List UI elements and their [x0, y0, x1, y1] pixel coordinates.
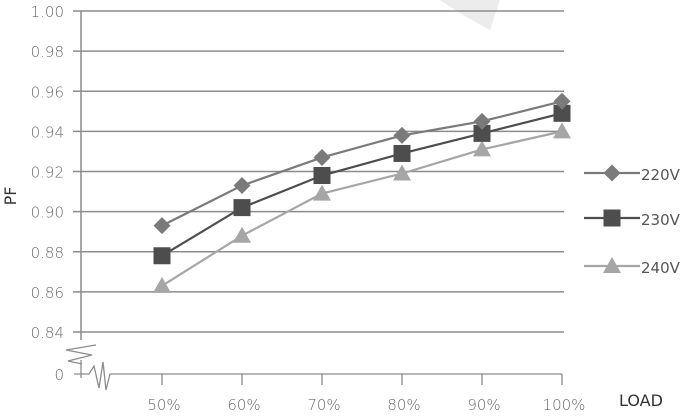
y-axis-ticks: 1.00 0.98 0.96 0.94 0.92 0.90 0.88 0.86 0.84 0 [31, 3, 64, 384]
y-axis-label: PF [1, 187, 20, 206]
diamond-marker-icon [473, 112, 491, 130]
y-tick-label: 0.90 [31, 204, 64, 222]
square-marker-icon [473, 124, 491, 142]
x-tick-label: 50% [147, 396, 180, 414]
legend-item-240v: 240V [584, 257, 681, 277]
y-tick-label: 0.84 [31, 324, 64, 342]
diamond-marker-icon [393, 126, 411, 144]
triangle-marker-icon [313, 184, 331, 201]
series-line [161, 130, 563, 287]
y-tick-label: 0.86 [31, 284, 64, 302]
axes [65, 11, 562, 391]
y-tick-label: 0.98 [31, 43, 64, 61]
y-tick-label: 0.92 [31, 164, 64, 182]
series-220v [153, 92, 571, 235]
data-series [153, 92, 571, 293]
series-230v [153, 104, 571, 265]
square-marker-icon [233, 199, 251, 217]
x-tick-label: 70% [307, 396, 340, 414]
watermark-shape [440, 0, 500, 30]
triangle-marker-icon [233, 226, 251, 243]
legend-item-220v: 220V [584, 164, 681, 184]
legend-label: 240V [641, 259, 681, 277]
legend-label: 230V [641, 211, 681, 229]
square-marker-icon [313, 167, 331, 185]
square-marker-icon [153, 247, 171, 265]
square-marker-icon [393, 144, 411, 162]
x-axis-ticks: 50% 60% 70% 80% 90% 100% [147, 374, 585, 414]
x-tick-label: 100% [543, 396, 586, 414]
legend-label: 220V [641, 166, 681, 184]
triangle-marker-icon [393, 164, 411, 181]
x-tick-label: 90% [467, 396, 500, 414]
y-tick-label: 0 [54, 366, 64, 384]
diamond-marker-icon [313, 148, 331, 166]
triangle-marker-icon [603, 257, 621, 273]
triangle-marker-icon [153, 276, 171, 293]
square-marker-icon [603, 209, 621, 227]
triangle-marker-icon [553, 122, 571, 139]
y-tick-label: 0.94 [31, 123, 64, 141]
legend-item-230v: 230V [584, 209, 681, 229]
x-tick-label: 60% [227, 396, 260, 414]
x-axis-label: LOAD [619, 391, 663, 410]
y-tick-label: 1.00 [31, 3, 64, 21]
square-marker-icon [553, 104, 571, 122]
y-tick-label: 0.88 [31, 244, 64, 262]
x-tick-label: 80% [387, 396, 420, 414]
series-line [161, 100, 563, 227]
triangle-marker-icon [473, 140, 491, 157]
diamond-marker-icon [603, 164, 621, 182]
diamond-marker-icon [233, 177, 251, 195]
x-axis-line [74, 361, 562, 391]
series-line [161, 112, 563, 257]
y-axis-break-icon [65, 344, 97, 365]
y-tick-label: 0.96 [31, 83, 64, 101]
diamond-marker-icon [553, 92, 571, 110]
legend: 220V 230V 240V [584, 164, 681, 277]
series-240v [153, 122, 571, 293]
diamond-marker-icon [153, 217, 171, 235]
